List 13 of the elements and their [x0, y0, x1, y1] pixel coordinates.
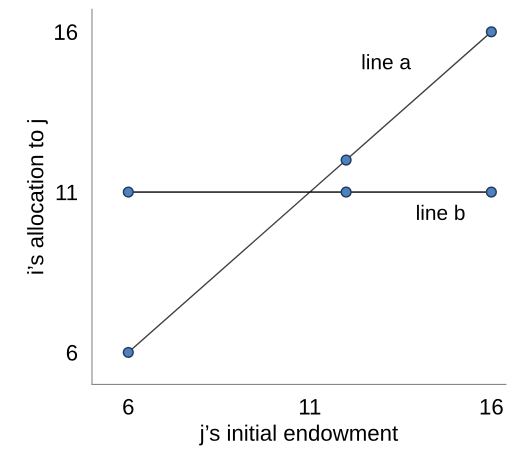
y-tick-label: 16	[55, 24, 78, 40]
point	[340, 154, 352, 166]
series-label: line a	[362, 54, 411, 70]
y-tick-label: 6	[66, 344, 78, 361]
y-axis-title: i’s allocation to j	[27, 120, 48, 274]
y-tick-label: 11	[56, 184, 78, 200]
series-label: line b	[417, 204, 465, 220]
point	[122, 346, 134, 358]
x-axis-title: j’s initial endowment	[199, 424, 398, 446]
x-tick-label: 6	[123, 398, 134, 415]
x-tick-label: 11	[300, 399, 320, 414]
x-tick-label: 16	[480, 398, 503, 415]
point	[486, 26, 497, 38]
